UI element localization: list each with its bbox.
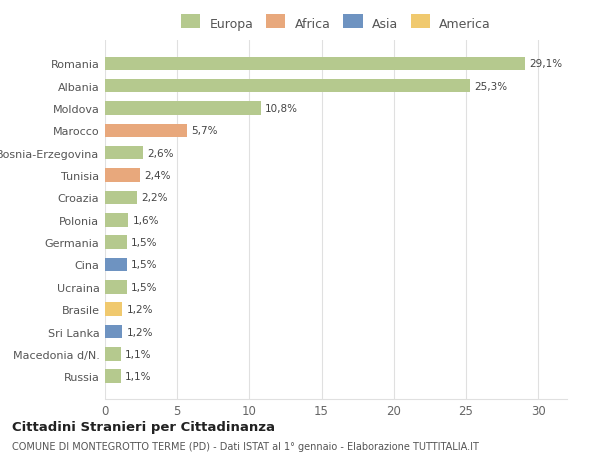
Bar (105, 369, 121, 383)
Text: 2,4%: 2,4% (144, 171, 170, 181)
Bar (105, 236, 127, 249)
Text: 29,1%: 29,1% (529, 59, 563, 69)
Text: 1,6%: 1,6% (133, 215, 159, 225)
Bar (105, 147, 143, 160)
Text: 2,2%: 2,2% (141, 193, 167, 203)
Text: 1,5%: 1,5% (131, 260, 157, 270)
Bar (105, 258, 127, 272)
Text: 1,1%: 1,1% (125, 349, 152, 359)
Legend: Europa, Africa, Asia, America: Europa, Africa, Asia, America (178, 15, 494, 34)
Bar (105, 280, 127, 294)
Text: Cittadini Stranieri per Cittadinanza: Cittadini Stranieri per Cittadinanza (12, 420, 275, 433)
Bar (105, 347, 121, 361)
Bar (105, 213, 128, 227)
Text: 5,7%: 5,7% (191, 126, 218, 136)
Text: 1,2%: 1,2% (127, 327, 153, 337)
Bar (105, 325, 122, 338)
Bar (105, 191, 137, 205)
Text: 1,5%: 1,5% (131, 238, 157, 247)
Bar (105, 124, 187, 138)
Bar (105, 169, 140, 182)
Bar (105, 102, 261, 116)
Text: COMUNE DI MONTEGROTTO TERME (PD) - Dati ISTAT al 1° gennaio - Elaborazione TUTTI: COMUNE DI MONTEGROTTO TERME (PD) - Dati … (12, 441, 479, 451)
Bar (105, 303, 122, 316)
Text: 1,5%: 1,5% (131, 282, 157, 292)
Text: 2,6%: 2,6% (147, 148, 173, 158)
Bar (105, 57, 525, 71)
Text: 1,2%: 1,2% (127, 304, 153, 314)
Text: 25,3%: 25,3% (475, 82, 508, 91)
Text: 1,1%: 1,1% (125, 371, 152, 381)
Text: 10,8%: 10,8% (265, 104, 298, 114)
Bar (105, 80, 470, 93)
